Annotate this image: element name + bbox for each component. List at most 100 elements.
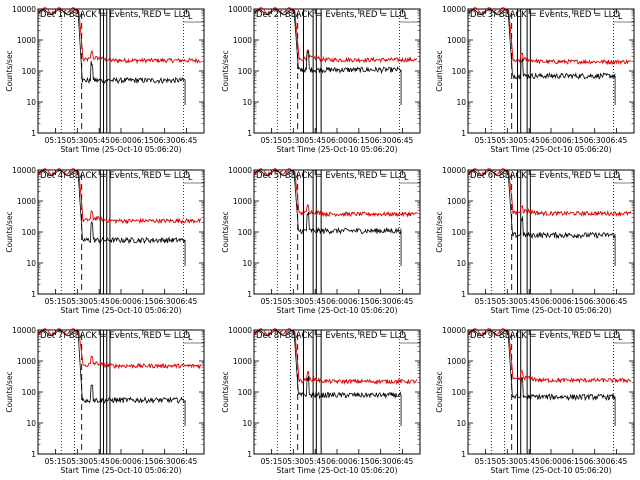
panel-det-9: Det 9f BLACK = Events, RED = LLD 1 10 100 10… — [435, 326, 635, 475]
y-tick-label: 100 — [238, 228, 253, 237]
x-tick-label: 05:45 — [304, 457, 326, 466]
y-tick-label: 100 — [452, 67, 467, 76]
x-tick-label: 06:30 — [370, 457, 392, 466]
panel-det-3: Det 3f BLACK = Events, RED = LLD 1 10 100 10… — [435, 5, 635, 154]
x-tick-label: 06:15 — [562, 297, 584, 306]
plot-frame — [467, 8, 635, 134]
y-tick-label: 1 — [247, 129, 252, 138]
x-tick-label: 06:45 — [176, 457, 198, 466]
panel-title: Det 9f BLACK = Events, RED = LLD — [470, 331, 620, 341]
marker-label: L — [404, 12, 409, 21]
y-tick-label: 10 — [26, 98, 36, 107]
y-tick-label: 100 — [452, 228, 467, 237]
x-axis-label: Start Time (25-Oct-10 05:06:20) — [60, 145, 181, 154]
x-axis-label: Start Time (25-Oct-10 05:06:20) — [276, 306, 397, 315]
x-tick-label: 06:45 — [176, 297, 198, 306]
y-tick-label: 1000 — [233, 36, 252, 45]
x-tick-label: 05:15 — [45, 457, 67, 466]
panel-title: Det 2f BLACK = Events, RED = LLD — [256, 10, 406, 20]
x-axis-label: Start Time (25-Oct-10 05:06:20) — [60, 306, 181, 315]
marker-label: L — [618, 12, 623, 21]
panel-det-8: Det 8f BLACK = Events, RED = LLD 1 10 100 10… — [221, 326, 421, 475]
x-tick-label: 06:15 — [562, 457, 584, 466]
x-tick-label: 05:15 — [475, 136, 497, 145]
events-series-line — [37, 170, 186, 245]
y-tick-label: 10 — [456, 259, 466, 268]
plot-frame — [37, 329, 205, 455]
y-tick-label: 10000 — [442, 5, 466, 14]
marker-label: L — [404, 173, 409, 182]
x-tick-label: 06:45 — [176, 136, 198, 145]
y-tick-label: 10 — [456, 419, 466, 428]
y-tick-label: 10 — [242, 259, 252, 268]
x-tick-label: 06:00 — [540, 136, 562, 145]
x-tick-label: 06:00 — [326, 297, 348, 306]
y-tick-label: 100 — [22, 67, 37, 76]
panel-det-2: Det 2f BLACK = Events, RED = LLD 1 10 100 10… — [221, 5, 421, 154]
x-tick-label: 05:45 — [88, 457, 110, 466]
x-axis-label: Start Time (25-Oct-10 05:06:20) — [276, 466, 397, 475]
events-series-line — [253, 330, 402, 400]
x-tick-label: 05:15 — [475, 297, 497, 306]
x-tick-label: 06:45 — [606, 457, 628, 466]
x-tick-label: 06:00 — [326, 136, 348, 145]
x-tick-label: 06:30 — [584, 136, 606, 145]
plot-frame — [37, 169, 205, 295]
y-tick-label: 1 — [31, 450, 36, 459]
x-tick-label: 05:15 — [45, 136, 67, 145]
x-tick-label: 05:30 — [67, 136, 89, 145]
x-tick-label: 06:30 — [584, 457, 606, 466]
plot-frame — [467, 329, 635, 455]
y-axis-label: Counts/sec — [221, 211, 230, 252]
x-tick-label: 05:30 — [283, 297, 305, 306]
plot-frame — [467, 169, 635, 295]
y-tick-label: 1000 — [447, 357, 466, 366]
x-tick-label: 05:15 — [261, 136, 283, 145]
x-tick-label: 05:15 — [475, 457, 497, 466]
y-axis-label: Counts/sec — [435, 211, 444, 252]
events-series-line — [253, 170, 402, 235]
x-tick-label: 06:00 — [326, 457, 348, 466]
y-axis-label: Counts/sec — [5, 211, 14, 252]
events-series-line — [467, 9, 616, 80]
y-tick-label: 100 — [238, 67, 253, 76]
y-axis-label: Counts/sec — [435, 50, 444, 91]
x-tick-label: 06:15 — [348, 136, 370, 145]
panel-det-6: Det 6f BLACK = Events, RED = LLD 1 10 100 10… — [435, 166, 635, 315]
events-series-line — [467, 330, 616, 402]
x-tick-label: 06:30 — [154, 297, 176, 306]
x-tick-label: 05:30 — [497, 136, 519, 145]
x-tick-label: 05:45 — [518, 457, 540, 466]
x-tick-label: 06:15 — [348, 297, 370, 306]
x-tick-label: 06:45 — [392, 136, 414, 145]
x-tick-label: 06:45 — [392, 297, 414, 306]
panel-title: Det 1f BLACK = Events, RED = LLD — [40, 10, 190, 20]
y-tick-label: 10000 — [228, 166, 252, 175]
x-tick-label: 05:45 — [88, 136, 110, 145]
y-tick-label: 10 — [242, 419, 252, 428]
y-tick-label: 10000 — [442, 326, 466, 335]
panel-title: Det 3f BLACK = Events, RED = LLD — [470, 10, 620, 20]
y-tick-label: 1000 — [17, 357, 36, 366]
x-tick-label: 06:45 — [392, 457, 414, 466]
events-series-line — [37, 330, 186, 404]
marker-label: L — [404, 333, 409, 342]
y-tick-label: 10 — [456, 98, 466, 107]
x-tick-label: 06:45 — [606, 136, 628, 145]
y-tick-label: 1 — [461, 450, 466, 459]
y-tick-label: 10000 — [12, 326, 36, 335]
y-tick-label: 10000 — [12, 166, 36, 175]
x-tick-label: 05:45 — [518, 136, 540, 145]
x-tick-label: 06:15 — [132, 457, 154, 466]
x-tick-label: 06:30 — [584, 297, 606, 306]
x-axis-label: Start Time (25-Oct-10 05:06:20) — [276, 145, 397, 154]
y-tick-label: 1000 — [447, 36, 466, 45]
x-axis-label: Start Time (25-Oct-10 05:06:20) — [490, 306, 611, 315]
x-tick-label: 06:30 — [154, 457, 176, 466]
events-series-line — [37, 9, 186, 85]
x-tick-label: 06:00 — [110, 457, 132, 466]
y-tick-label: 100 — [22, 228, 37, 237]
plot-frame — [37, 8, 205, 134]
x-tick-label: 06:00 — [540, 297, 562, 306]
